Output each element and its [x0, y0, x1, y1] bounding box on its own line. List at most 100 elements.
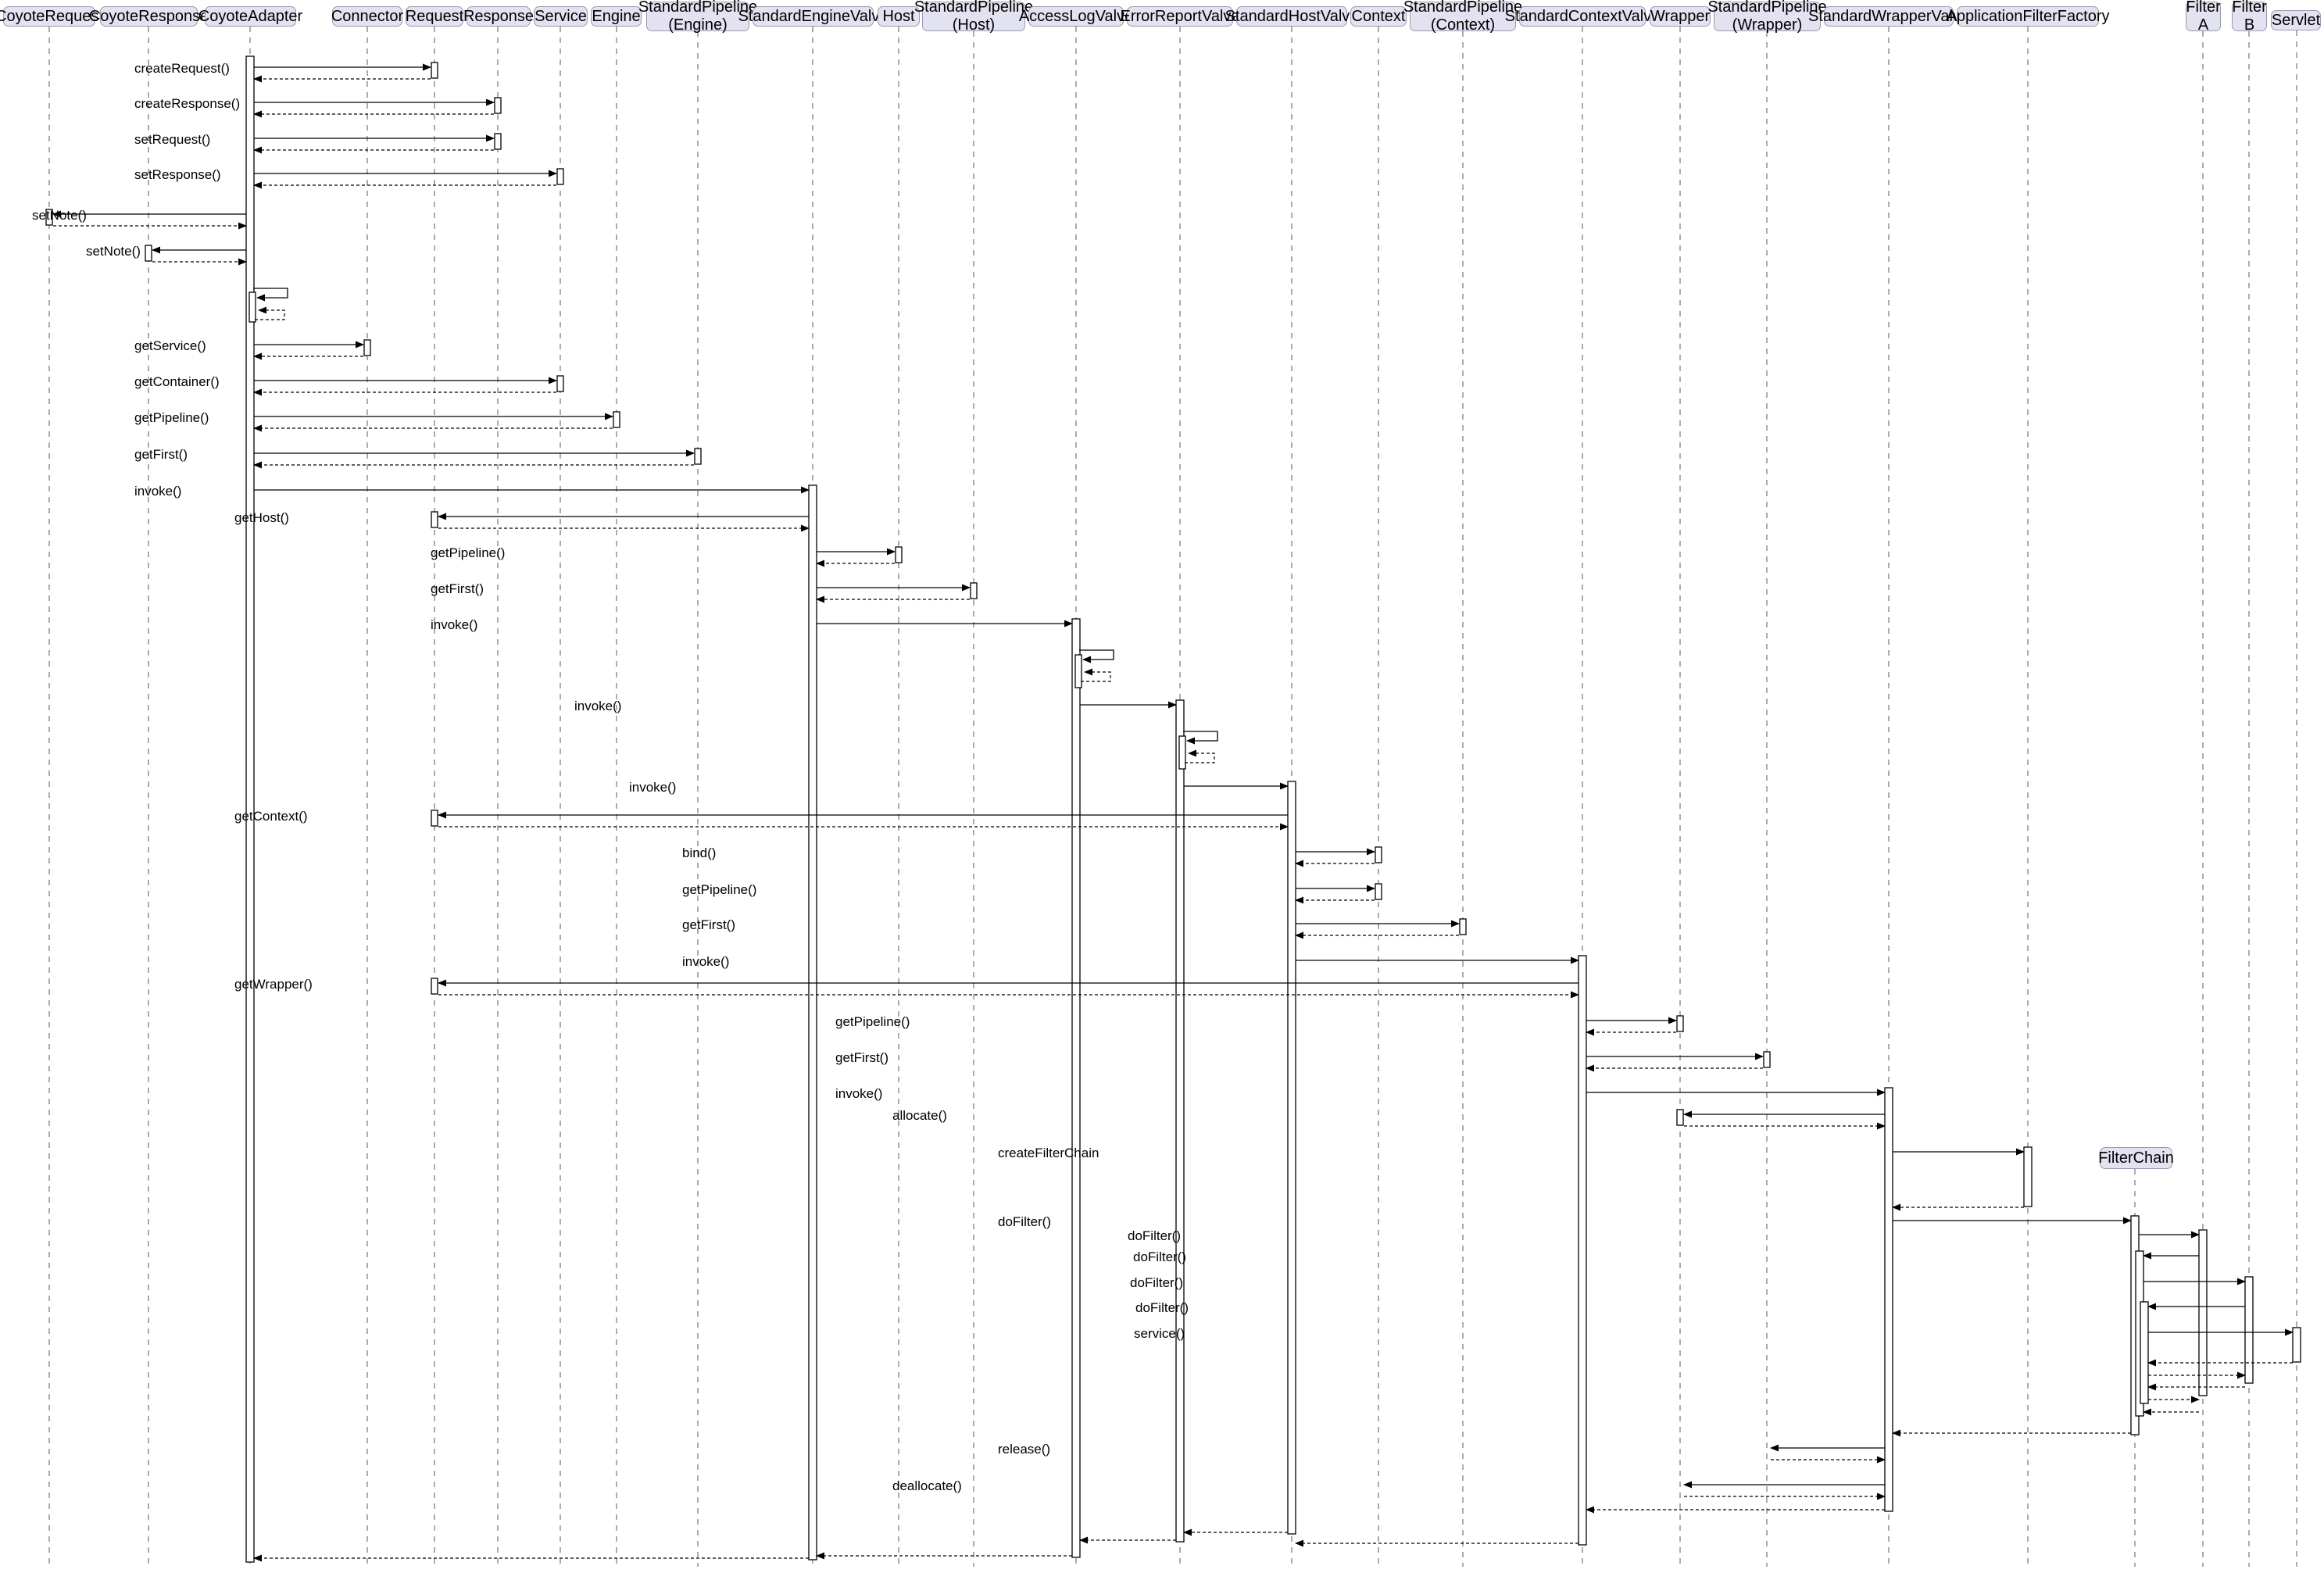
message-arrow-layer — [52, 63, 2294, 1562]
message-label-setResponse: setResponse() — [134, 167, 221, 182]
activation-bar-wrapperValve — [1884, 1087, 1893, 1512]
activation-bar-request — [431, 810, 438, 827]
participant-label-line: StandardPipeline — [914, 0, 1034, 16]
activation-bar-engineValve — [808, 484, 817, 1560]
message-label-invoke: invoke() — [574, 699, 622, 713]
participant-label-line: StandardHostValve — [1225, 7, 1359, 25]
participant-pipelineContext: StandardPipeline (Context) — [1403, 0, 1522, 34]
participant-label-line: Filter — [2186, 0, 2221, 16]
participant-coyoteAdapter: CoyoteAdapter — [198, 6, 302, 27]
participant-label-line: B — [2244, 16, 2255, 34]
message-label-release: release() — [998, 1442, 1051, 1457]
message-label-getFirst: getFirst() — [134, 447, 188, 462]
participant-label-line: CoyoteRequest — [0, 7, 103, 25]
activation-bar-hostValve — [1287, 781, 1296, 1535]
activation-bar-coyoteAdapter — [245, 55, 255, 1563]
message-label-allocate: allocate() — [892, 1108, 947, 1123]
activation-bar-response — [494, 133, 502, 150]
message-label-getContext: getContext() — [234, 809, 308, 824]
message-label-invoke: invoke() — [682, 954, 730, 969]
message-label-getService: getService() — [134, 338, 206, 353]
participant-label-line: Context — [1351, 7, 1406, 25]
activation-bar-errorReport — [1178, 735, 1186, 770]
participant-coyoteRequest: CoyoteRequest — [0, 6, 103, 27]
participant-label-line: (Engine) — [668, 16, 728, 34]
participant-label-line: ApplicationFilterFactory — [1946, 7, 2110, 25]
message-label-createRequest: createRequest() — [134, 61, 230, 76]
participant-label-line: FilterChain — [2098, 1149, 2174, 1167]
participant-label-line: StandardEngineValve — [738, 7, 888, 25]
message-label-deallocate: deallocate() — [892, 1478, 962, 1493]
activation-bar-connector — [363, 339, 371, 356]
message-label-getFirst: getFirst() — [835, 1050, 888, 1065]
participant-host: Host — [878, 6, 920, 27]
activation-bar-coyoteResponse — [145, 245, 152, 262]
participant-label-line: Service — [535, 7, 587, 25]
participant-filterFactory: ApplicationFilterFactory — [1947, 6, 2109, 27]
participant-label-line: StandardPipeline — [1707, 0, 1827, 16]
participant-pipelineHost: StandardPipeline (Host) — [914, 0, 1033, 34]
participant-label-line: AccessLogValve — [1018, 7, 1134, 25]
participant-service: Service — [534, 6, 588, 27]
participant-response: Response — [463, 6, 534, 27]
self-message-return — [1185, 749, 1215, 763]
participant-label-line: Host — [882, 7, 915, 25]
activation-bar-pipelineHost — [970, 582, 978, 599]
participant-label-line: Wrapper — [1650, 7, 1711, 25]
message-label-getPipeline: getPipeline() — [682, 882, 757, 897]
participant-label-line: StandardWrapperValve — [1807, 7, 1970, 25]
activation-bar-pipelineContext — [1459, 918, 1467, 935]
self-message-postParseRequest() — [253, 288, 288, 302]
message-label-doFilter: doFilter() — [1133, 1249, 1187, 1264]
participant-coyoteResponse: CoyoteResponse — [89, 6, 209, 27]
participant-label-line: CoyoteAdapter — [198, 7, 303, 25]
activation-bar-pipelineEngine — [694, 448, 702, 465]
message-label-getPipeline: getPipeline() — [835, 1014, 910, 1029]
message-label-getFirst: getFirst() — [431, 581, 484, 596]
self-message-return — [1081, 668, 1111, 682]
participant-label-line: (Wrapper) — [1732, 16, 1803, 34]
message-label-invoke: invoke() — [835, 1086, 883, 1101]
participant-label-line: StandardContextValve — [1504, 7, 1661, 25]
activation-bar-errorReport — [1175, 699, 1185, 1543]
participant-filterB: Filter B — [2232, 0, 2267, 34]
activation-bar-request — [431, 511, 438, 528]
participant-contextValve: StandardContextValve — [1505, 6, 1660, 27]
activation-bar-contextValve — [1578, 955, 1587, 1546]
participant-label-line: Request — [405, 7, 464, 25]
activation-bar-filterChain — [2140, 1301, 2149, 1404]
participant-pipelineWrapper: StandardPipeline (Wrapper) — [1707, 0, 1826, 34]
participant-connector: Connector — [331, 6, 404, 27]
message-label-invoke: invoke() — [134, 484, 182, 499]
activation-bar-wrapper — [1676, 1015, 1684, 1032]
message-label-getContainer: getContainer() — [134, 374, 220, 389]
message-label-createFilterChain: createFilterChain — [998, 1146, 1099, 1160]
message-label-invoke: invoke() — [629, 780, 677, 795]
message-label-doFilter: doFilter() — [998, 1214, 1052, 1229]
participant-label-line: Connector — [331, 7, 404, 25]
activation-bar-request — [431, 62, 438, 79]
participant-label-line: A — [2197, 16, 2209, 34]
activation-bar-host — [895, 546, 903, 563]
participant-wrapperValve: StandardWrapperValve — [1808, 6, 1969, 27]
participant-filterChain: FilterChain — [2098, 1147, 2174, 1169]
participant-servlet: Servlet — [2271, 10, 2321, 30]
activation-bar-coyoteAdapter — [248, 291, 256, 323]
self-message-return — [255, 306, 285, 320]
participant-pipelineEngine: StandardPipeline (Engine) — [638, 0, 757, 34]
self-message-getNext() — [1183, 731, 1218, 745]
activation-bar-service — [556, 375, 564, 392]
message-label-getHost: getHost() — [234, 510, 289, 525]
participant-label-line: Servlet — [2271, 11, 2321, 29]
self-message-getNext() — [1079, 649, 1114, 663]
activation-layer — [45, 55, 2301, 1563]
participant-label-line: Filter — [2232, 0, 2267, 16]
message-label-getPipeline: getPipeline() — [431, 545, 506, 560]
participant-filterA: Filter A — [2186, 0, 2221, 34]
participant-engine: Engine — [591, 6, 642, 27]
participant-errorReport: ErrorReportValve — [1120, 6, 1240, 27]
participant-label-line: (Host) — [952, 16, 996, 34]
activation-bar-servlet — [2292, 1327, 2301, 1363]
